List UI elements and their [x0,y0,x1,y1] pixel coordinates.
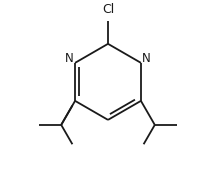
Text: N: N [65,52,74,65]
Text: Cl: Cl [102,3,114,16]
Text: N: N [142,52,151,65]
